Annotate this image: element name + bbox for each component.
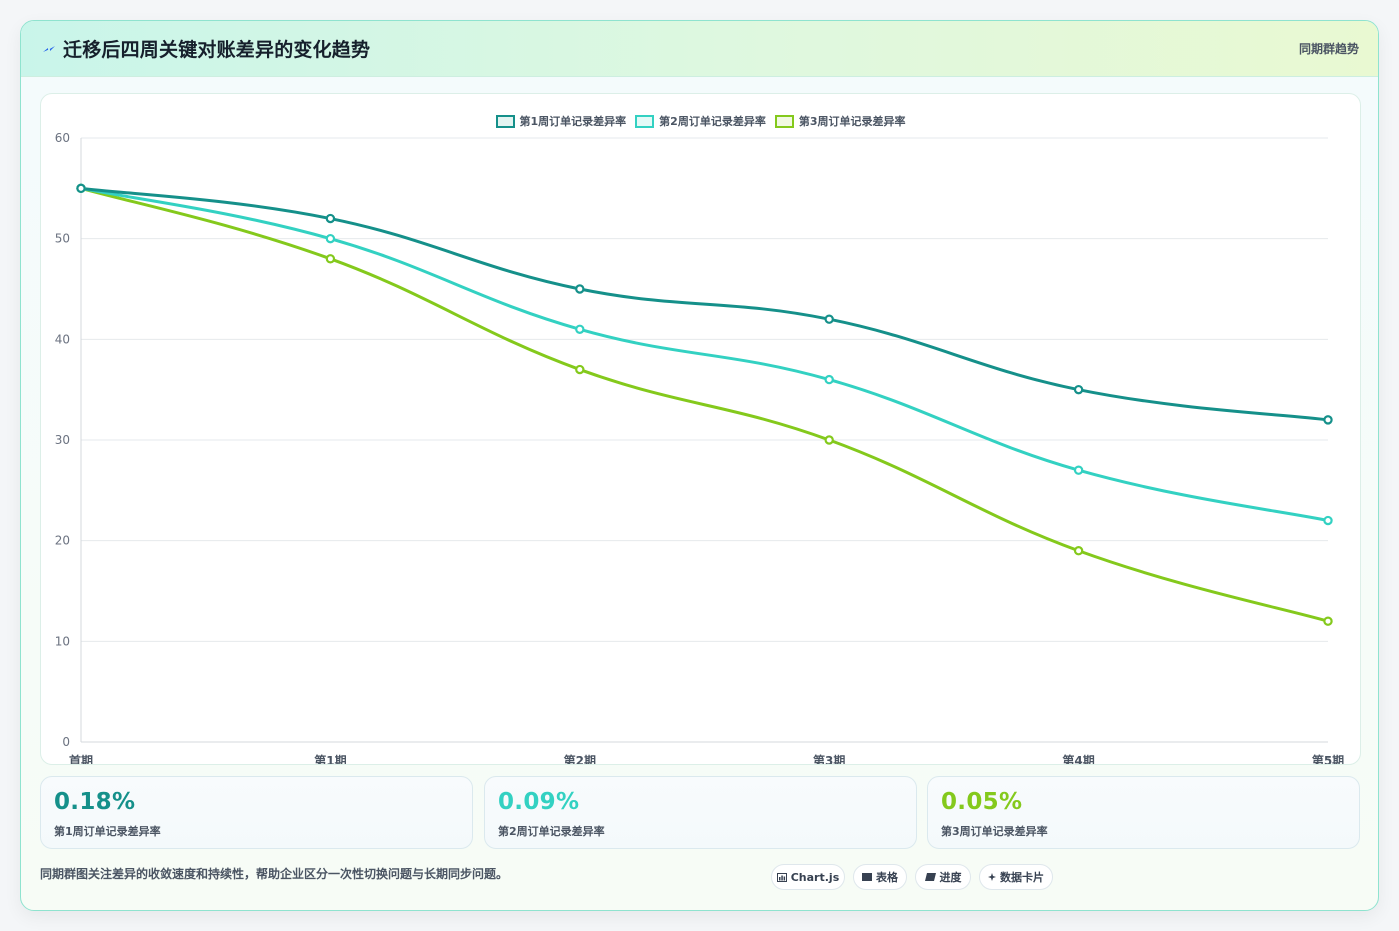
stat-label: 第3周订单记录差异率 — [941, 825, 1048, 838]
x-tick-label: 第4期 — [1062, 753, 1094, 764]
stat-value: 0.18% — [54, 789, 136, 815]
stat-card: 0.18% 第1周订单记录差异率 — [40, 776, 473, 849]
x-tick-label: 第3期 — [813, 753, 845, 764]
x-tick-label: 第1期 — [314, 753, 346, 764]
data-point — [575, 324, 585, 334]
stat-label: 第2周订单记录差异率 — [498, 825, 605, 838]
legend-label: 第2周订单记录差异率 — [659, 115, 766, 128]
chip-progress[interactable]: 进度 — [915, 864, 971, 890]
lightning-icon — [43, 46, 55, 52]
legend-swatch — [635, 114, 655, 128]
legend-swatch — [495, 114, 515, 128]
chart-icon — [776, 872, 787, 882]
x-tick-label: 第5期 — [1312, 753, 1344, 764]
stat-label: 第1周订单记录差异率 — [54, 825, 161, 838]
series-line — [80, 186, 1329, 523]
y-tick-label: 10 — [55, 634, 70, 648]
data-point — [325, 233, 336, 244]
chart-area: 第1周订单记录差异率 第2周订单记录差异率 第3周订单记录差异率 0 10 20 30… — [40, 93, 1361, 765]
chip-label: 表格 — [876, 871, 898, 884]
data-point — [1323, 515, 1333, 526]
chip-table[interactable]: 表格 — [853, 864, 907, 890]
footer-note: 同期群图关注差异的收敛速度和持续性，帮助企业区分一次性切换问题与长期同步问题。 — [40, 867, 509, 881]
chip-label: 数据卡片 — [1000, 871, 1044, 884]
data-point — [1073, 546, 1084, 556]
data-point — [824, 314, 834, 324]
data-point — [1073, 384, 1084, 395]
legend: 第1周订单记录差异率 第2周订单记录差异率 第3周订单记录差异率 — [41, 112, 1360, 130]
data-point — [1323, 415, 1333, 425]
x-tick-label: 第2期 — [564, 753, 596, 764]
chip-chartjs[interactable]: Chart.js — [771, 864, 845, 890]
legend-label: 第3周订单记录差异率 — [798, 115, 906, 128]
y-tick-label: 50 — [55, 232, 70, 246]
line-chart: 0 10 20 30 40 50 60 首期 第1期 第2期 第3期 第4期 第5期 — [55, 131, 1344, 764]
stat-card: 0.05% 第3周订单记录差异率 — [927, 776, 1360, 849]
x-tick-label: 首期 — [69, 753, 93, 764]
page-title: 迁移后四周关键对账差异的变化趋势 — [63, 39, 371, 61]
legend-item[interactable]: 第3周订单记录差异率 — [774, 112, 906, 130]
data-point — [325, 254, 336, 264]
stat-value: 0.09% — [498, 789, 580, 815]
stat-row: 0.18% 第1周订单记录差异率 0.09% 第2周订单记录差异率 0.05% … — [40, 776, 1360, 849]
y-tick-label: 60 — [55, 131, 70, 145]
chart-card: 迁移后四周关键对账差异的变化趋势 同期群趋势 第1周订单记录差异率 第2周订单记… — [20, 20, 1379, 911]
data-point — [824, 374, 834, 385]
legend-item[interactable]: 第2周订单记录差异率 — [635, 112, 766, 130]
y-tick-label: 30 — [55, 433, 70, 447]
legend-label: 第1周订单记录差异率 — [519, 115, 627, 128]
card-header: 迁移后四周关键对账差异的变化趋势 同期群趋势 — [21, 21, 1378, 77]
progress-icon — [924, 873, 936, 881]
data-point — [325, 213, 336, 224]
series-line — [80, 186, 1329, 623]
data-point — [1073, 465, 1084, 475]
data-point — [575, 284, 585, 294]
data-point — [575, 364, 585, 375]
series-line — [80, 186, 1329, 422]
stat-value: 0.05% — [941, 789, 1023, 815]
legend-item[interactable]: 第1周订单记录差异率 — [495, 112, 627, 130]
data-point — [76, 183, 86, 194]
table-icon — [862, 873, 872, 881]
stat-card: 0.09% 第2周订单记录差异率 — [484, 776, 917, 849]
sparkle-icon — [988, 873, 996, 881]
chip-label: Chart.js — [790, 870, 840, 884]
data-point — [824, 435, 834, 445]
y-tick-label: 40 — [55, 332, 70, 346]
header-tag: 同期群趋势 — [1298, 42, 1359, 56]
chip-label: 进度 — [939, 871, 962, 884]
y-tick-label: 20 — [55, 534, 70, 548]
y-tick-label: 0 — [62, 735, 70, 749]
data-point — [1323, 616, 1333, 626]
legend-swatch — [774, 114, 794, 128]
chip-data-card[interactable]: 数据卡片 — [979, 864, 1053, 890]
